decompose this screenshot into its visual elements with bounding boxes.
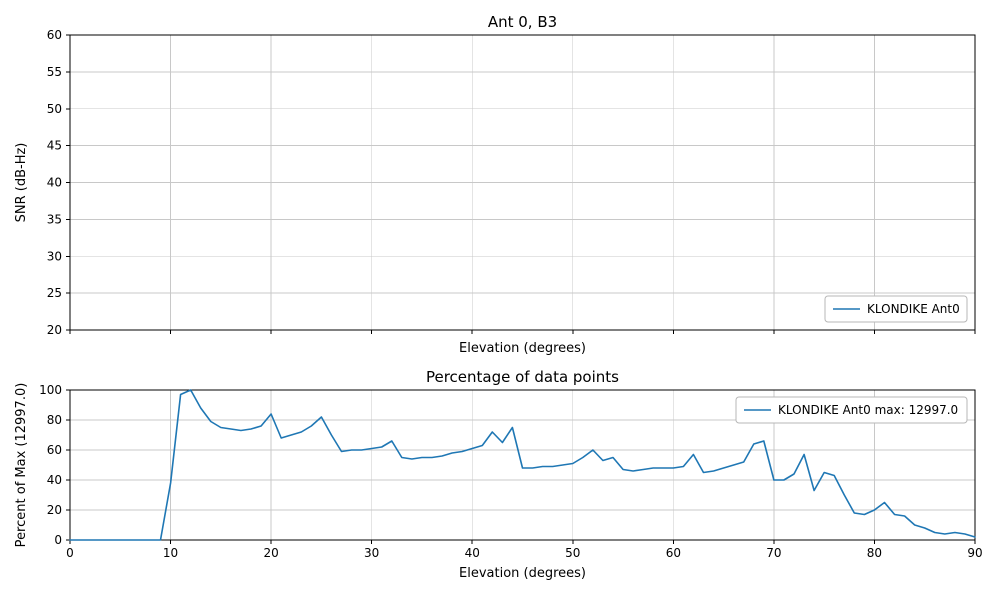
x-tick-label: 0 (66, 546, 74, 560)
chart-0: 20 25 30 35 40 45 50 55 60 Ant 0, B3 Elevation (de… (14, 13, 976, 356)
y-tick-label: 45 (47, 139, 62, 153)
y-tick-label: 40 (47, 176, 62, 190)
legend-label: KLONDIKE Ant0 (867, 302, 960, 316)
x-tick-label: 60 (666, 546, 681, 560)
legend-label: KLONDIKE Ant0 max: 12997.0 (778, 403, 958, 417)
y-tick-label: 30 (47, 249, 62, 263)
axes-frame (69, 389, 976, 541)
x-tick-label: 10 (163, 546, 178, 560)
x-axis-label: Elevation (degrees) (459, 566, 586, 581)
y-axis-label: Percent of Max (12997.0) (14, 383, 29, 548)
y-tick-label: 0 (54, 533, 62, 547)
y-tick-label: 50 (47, 102, 62, 116)
y-tick-label: 20 (47, 503, 62, 517)
chart-title: Ant 0, B3 (488, 13, 557, 31)
x-tick-label: 80 (867, 546, 882, 560)
chart-title: Percentage of data points (426, 368, 619, 386)
data-line (69, 389, 976, 541)
y-tick-label: 80 (47, 413, 62, 427)
y-axis-label: SNR (dB-Hz) (14, 143, 29, 223)
x-tick-label: 30 (364, 546, 379, 560)
x-tick-label: 20 (263, 546, 278, 560)
x-tick-label: 50 (565, 546, 580, 560)
x-tick-label: 70 (766, 546, 781, 560)
y-tick-label: 60 (47, 443, 62, 457)
x-tick-label: 40 (465, 546, 480, 560)
chart-1: 0 20 40 60 80 100 0 10 20 30 40 50 60 70 80 90 Percentag… (14, 368, 983, 581)
y-tick-label: 100 (39, 383, 62, 397)
legend-box (735, 396, 968, 424)
x-tick-label: 90 (967, 546, 982, 560)
x-axis-label: Elevation (degrees) (459, 341, 586, 356)
legend: KLONDIKE Ant0 max: 12997.0 (735, 396, 968, 424)
y-tick-label: 20 (47, 323, 62, 337)
y-tick-label: 55 (47, 65, 62, 79)
legend: KLONDIKE Ant0 (824, 295, 968, 323)
y-tick-label: 25 (47, 286, 62, 300)
y-tick-label: 40 (47, 473, 62, 487)
y-tick-label: 35 (47, 212, 62, 226)
y-tick-label: 60 (47, 28, 62, 42)
legend-box (824, 295, 968, 323)
